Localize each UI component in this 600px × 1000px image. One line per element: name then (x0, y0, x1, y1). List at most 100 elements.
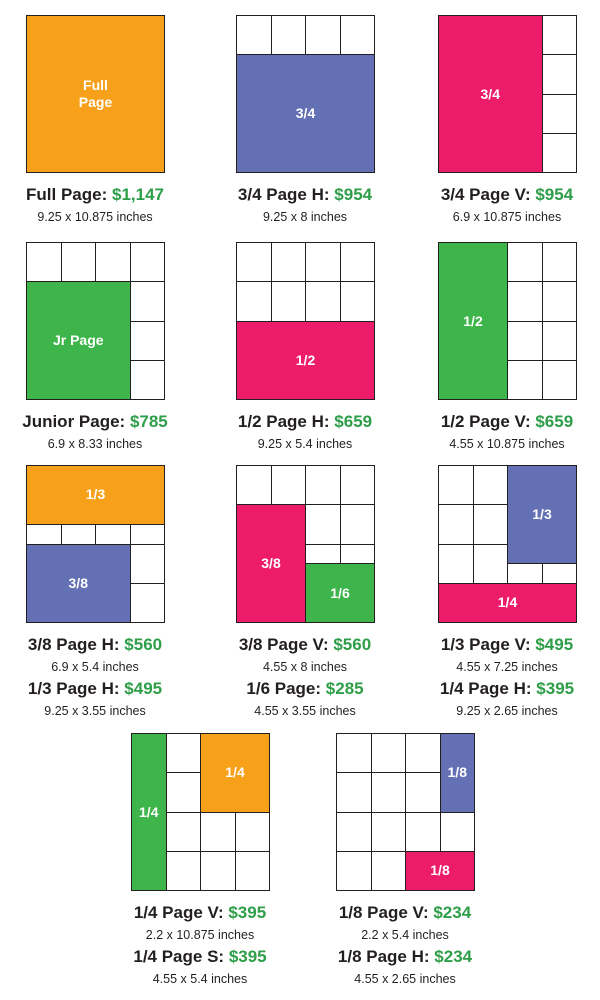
ad-name: 1/8 Page V: (338, 903, 429, 922)
block-label: 3/4 (295, 105, 316, 122)
ad-diagram: 3/4 (236, 15, 375, 173)
ad-diagram: Jr Page (26, 242, 165, 400)
ad-diagram: Full Page (26, 15, 165, 173)
grid-cell (370, 772, 406, 813)
block-label: Full Page (78, 77, 113, 110)
grid-cell (541, 359, 577, 400)
grid-cell (165, 850, 201, 891)
grid-cell (305, 242, 341, 283)
ad-block: Full Page (26, 15, 165, 173)
ad-size: 6.9 x 8.33 inches (47, 437, 143, 451)
grid-cell (129, 320, 165, 361)
block-label: 3/4 (480, 85, 500, 102)
grid-cell (336, 811, 372, 852)
ad-title: 1/4 Page H: $395 (440, 678, 574, 700)
ad-title: 3/8 Page V: $560 (239, 634, 371, 656)
block-label: 1/4 (139, 803, 159, 820)
ad-price: $560 (124, 635, 163, 654)
ad-name: 1/4 Page V: (133, 903, 224, 922)
ad-card: 1/2 1/2 Page H: $659 9.25 x 5.4 inches (205, 242, 405, 455)
grid-cell (405, 733, 441, 774)
grid-cell (200, 811, 236, 852)
grid-cell (165, 733, 201, 774)
ad-price: $495 (124, 679, 163, 698)
grid-cell (270, 465, 306, 506)
block-label: Jr Page (52, 332, 104, 349)
ad-price: $659 (535, 412, 574, 431)
grid-cell (60, 242, 96, 283)
block-label: 1/3 (85, 486, 106, 503)
ad-block: 3/8 (26, 543, 131, 623)
grid-cell (236, 465, 272, 506)
block-label: 1/8 (430, 862, 450, 879)
ad-title: 3/4 Page H: $954 (238, 184, 372, 206)
ad-card: 1/4 1/4 1/4 Page V: $395 2.2 x 10.875 inche… (100, 733, 300, 990)
ad-size: 9.25 x 3.55 inches (44, 704, 146, 718)
ad-size: 9.25 x 2.65 inches (456, 704, 558, 718)
grid-cell (438, 465, 474, 506)
ad-name: 1/4 Page S: (133, 947, 225, 966)
ad-block: 1/4 (131, 733, 167, 891)
grid-cell (339, 15, 375, 56)
grid-cell (336, 733, 372, 774)
ad-size: 9.25 x 10.875 inches (37, 210, 153, 224)
ad-block: 3/4 (438, 15, 543, 173)
ad-title: Full Page: $1,147 (26, 184, 164, 206)
grid-cell (336, 772, 372, 813)
ad-title: 1/4 Page V: $395 (134, 902, 266, 924)
ad-size: 9.25 x 8 inches (262, 210, 348, 224)
grid-cell (370, 733, 406, 774)
ad-size: 6.9 x 5.4 inches (51, 660, 139, 674)
grid-cell (439, 811, 475, 852)
grid-cell (305, 504, 341, 545)
grid-cell (165, 772, 201, 813)
ad-size: 2.2 x 5.4 inches (361, 928, 449, 942)
grid-cell (129, 582, 165, 623)
ad-size: 2.2 x 10.875 inches (145, 928, 255, 942)
ad-block: 1/8 (405, 850, 475, 891)
grid-cell (507, 242, 543, 283)
ad-diagram: 3/8 1/6 (236, 465, 375, 623)
ad-block: 1/3 (26, 465, 165, 525)
ad-card: Full Page Full Page: $1,147 9.25 x 10.875 … (0, 15, 195, 228)
grid-cell (370, 850, 406, 891)
grid-cell (236, 281, 272, 322)
ad-price: $785 (129, 412, 168, 431)
block-label: 3/8 (68, 574, 88, 591)
grid-cell (236, 15, 272, 56)
ad-block: 1/3 (507, 465, 577, 565)
ad-title: 1/6 Page: $285 (246, 678, 363, 700)
grid-cell (129, 523, 165, 545)
ad-size: 4.55 x 8 inches (262, 660, 348, 674)
ad-title: 1/2 Page H: $659 (238, 411, 372, 433)
grid-cell (305, 15, 341, 56)
grid-cell (26, 523, 62, 545)
block-label: 1/6 (330, 584, 350, 601)
ad-price: $560 (333, 635, 372, 654)
ad-name: 3/8 Page H: (27, 635, 120, 654)
grid-cell (95, 242, 131, 283)
ad-title: 1/3 Page V: $495 (441, 634, 573, 656)
block-label: 1/2 (295, 351, 316, 368)
ad-block: 1/2 (438, 242, 508, 400)
grid-cell (541, 281, 577, 322)
ad-name: 1/6 Page: (246, 679, 322, 698)
grid-cell (541, 132, 577, 173)
ad-size: 4.55 x 7.25 inches (456, 660, 558, 674)
ad-price: $954 (334, 185, 373, 204)
grid-cell (472, 504, 508, 545)
grid-cell (305, 281, 341, 322)
ad-name: 1/4 Page H: (439, 679, 532, 698)
grid-cell (60, 523, 96, 545)
grid-cell (438, 543, 474, 584)
grid-cell (26, 242, 62, 283)
block-label: 1/4 (225, 764, 245, 781)
ad-price: $1,147 (111, 185, 164, 204)
block-label: 3/8 (261, 555, 281, 572)
ad-price: $395 (536, 679, 575, 698)
ad-name: 1/2 Page H: (237, 412, 330, 431)
ad-block: 3/8 (236, 504, 306, 623)
ad-diagram: 1/2 (438, 242, 577, 400)
ad-price: $659 (334, 412, 373, 431)
